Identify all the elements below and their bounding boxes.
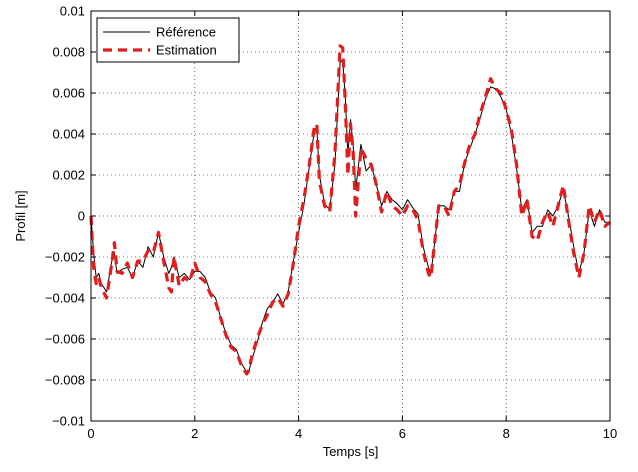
y-tick-label: 0 (78, 209, 85, 224)
y-tick-label: −0.004 (45, 291, 85, 306)
legend: Référence Estimation (96, 17, 240, 63)
series-line-estimation (89, 44, 611, 376)
x-tick-label: 10 (603, 426, 617, 441)
y-tick-label: −0.008 (45, 373, 85, 388)
y-tick-label: 0.004 (52, 127, 85, 142)
y-tick-label: 0.008 (52, 45, 85, 60)
y-tick-label: 0.002 (52, 168, 85, 183)
x-tick-label: 0 (87, 426, 94, 441)
y-tick-label: −0.006 (45, 332, 85, 347)
y-tick-label: −0.002 (45, 250, 85, 265)
y-tick-label: 0.006 (52, 86, 85, 101)
grid (91, 11, 610, 421)
legend-box (96, 17, 240, 63)
x-tick-label: 6 (399, 426, 406, 441)
x-tick-label: 4 (295, 426, 302, 441)
axis-ticks (90, 10, 611, 422)
y-tick-labels: −0.01 −0.008 −0.006 −0.004 −0.002 0 0.002 0.004… (45, 4, 85, 429)
legend-label-reference: Référence (156, 25, 216, 40)
x-tick-label: 8 (503, 426, 510, 441)
series-layer (89, 44, 611, 376)
y-axis-label: Profil [m] (13, 190, 28, 241)
x-tick-label: 2 (191, 426, 198, 441)
legend-label-estimation: Estimation (156, 43, 217, 58)
y-tick-label: 0.01 (60, 4, 85, 19)
x-axis-label: Temps [s] (323, 444, 379, 459)
y-tick-label: −0.01 (52, 414, 85, 429)
x-tick-labels: 0 2 4 6 8 10 (87, 426, 617, 441)
